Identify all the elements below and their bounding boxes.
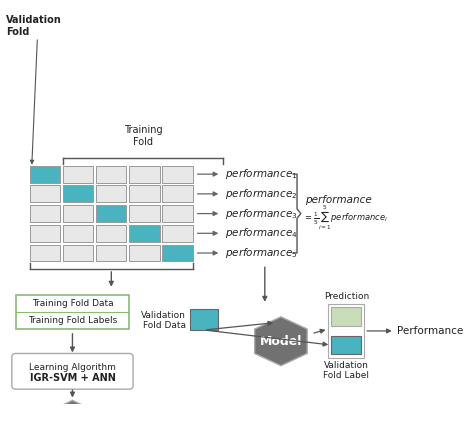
Text: IGR-SVM + ANN: IGR-SVM + ANN xyxy=(29,372,115,383)
Text: Learning Algorithm: Learning Algorithm xyxy=(29,363,116,372)
Bar xyxy=(96,185,127,202)
Bar xyxy=(163,205,193,222)
Text: Training Fold Data: Training Fold Data xyxy=(32,299,113,308)
Bar xyxy=(96,245,127,261)
Bar xyxy=(30,245,60,261)
Polygon shape xyxy=(46,400,99,429)
Bar xyxy=(163,225,193,242)
Text: $performance_{3}$: $performance_{3}$ xyxy=(225,207,298,221)
Bar xyxy=(163,166,193,183)
Bar xyxy=(63,205,93,222)
Bar xyxy=(190,309,219,330)
Text: Validation
Fold: Validation Fold xyxy=(6,15,62,37)
Text: $performance_{5}$: $performance_{5}$ xyxy=(225,246,298,260)
Text: Prediction: Prediction xyxy=(324,292,369,301)
Bar xyxy=(331,335,362,354)
Text: Performance: Performance xyxy=(397,326,463,336)
Bar xyxy=(129,185,160,202)
Text: Model: Model xyxy=(51,418,94,429)
Text: Model: Model xyxy=(260,335,302,348)
Bar xyxy=(331,308,362,326)
Bar xyxy=(16,295,129,329)
Bar xyxy=(96,205,127,222)
Bar xyxy=(63,185,93,202)
Bar xyxy=(63,245,93,261)
Bar xyxy=(129,166,160,183)
Text: Validation
Fold Data: Validation Fold Data xyxy=(141,311,186,330)
Bar xyxy=(163,245,193,261)
Bar xyxy=(30,205,60,222)
Bar xyxy=(96,166,127,183)
Text: Validation
Fold Label: Validation Fold Label xyxy=(323,361,369,381)
Text: $performance_{1}$: $performance_{1}$ xyxy=(225,167,298,181)
Bar xyxy=(63,166,93,183)
Text: $=\frac{1}{5}\sum_{i=1}^{5}performance_i$: $=\frac{1}{5}\sum_{i=1}^{5}performance_i… xyxy=(303,203,388,232)
Polygon shape xyxy=(255,317,307,366)
Bar xyxy=(328,304,365,358)
Bar xyxy=(30,166,60,183)
Bar xyxy=(30,185,60,202)
Bar xyxy=(163,185,193,202)
Text: Training
Fold: Training Fold xyxy=(124,125,163,147)
Text: $performance_{2}$: $performance_{2}$ xyxy=(225,187,298,201)
FancyBboxPatch shape xyxy=(12,353,133,389)
Bar xyxy=(129,225,160,242)
Bar xyxy=(129,245,160,261)
Bar xyxy=(63,225,93,242)
Text: Training Fold Labels: Training Fold Labels xyxy=(28,316,117,325)
Text: performance: performance xyxy=(305,196,371,205)
Bar xyxy=(129,205,160,222)
Text: $performance_{4}$: $performance_{4}$ xyxy=(225,226,298,240)
Bar xyxy=(96,225,127,242)
Bar xyxy=(30,225,60,242)
